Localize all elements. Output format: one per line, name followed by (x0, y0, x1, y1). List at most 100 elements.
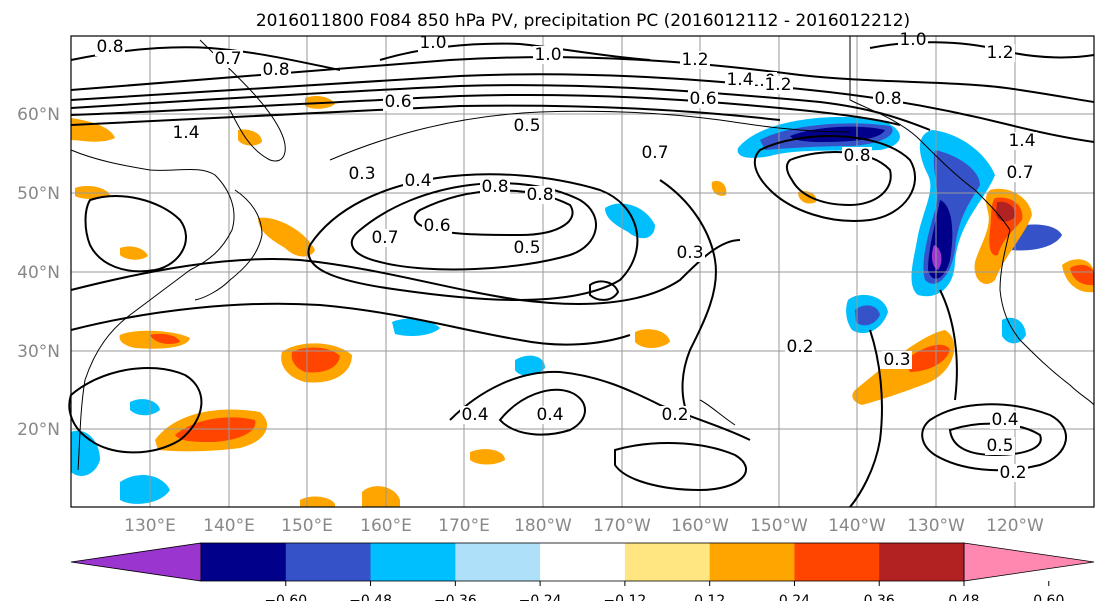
contour-label-bg (512, 117, 542, 135)
contour-east-3 (849, 329, 883, 508)
contour-label-bg (535, 406, 565, 424)
lat-label: 50°N (17, 184, 60, 204)
shade-inland-darkred (996, 201, 1015, 222)
contour-small-1 (589, 280, 620, 301)
contour-label: 0.2 (999, 463, 1026, 483)
contour-label-layer: 0.80.70.81.01.0 1.21.01.21.01.4 1.21.40.60… (95, 30, 1037, 483)
contour-label: 1.4 (726, 70, 753, 90)
colorbar-bin (455, 543, 541, 581)
colorbar-tick-label: −0.60 (264, 593, 307, 601)
contour-label-bg (213, 50, 243, 68)
lon-label: 130°W (907, 516, 965, 536)
shade-subtropic-red (905, 344, 950, 372)
colorbar-bin (540, 543, 626, 581)
contour-label-bg (640, 144, 670, 162)
contour-label: 1.0 (534, 45, 561, 65)
colorbar-bin (709, 543, 795, 581)
colorbar-bin (285, 543, 372, 581)
lon-label: 120°W (986, 516, 1044, 536)
contour-label: 0.8 (481, 177, 508, 197)
shade-west-blue (392, 318, 440, 336)
contour-label-bg (347, 165, 377, 183)
contour-label-bg (403, 172, 433, 190)
contour-label-bg (985, 44, 1015, 62)
contour-label: 0.5 (513, 116, 540, 136)
shade-aleut-orange (711, 180, 727, 196)
contour-label: 0.8 (262, 60, 289, 80)
lat-label: 60°N (17, 105, 60, 125)
shade-baja-blue (1002, 317, 1026, 344)
colorbar-extend-low (70, 542, 202, 582)
contour-east-1 (921, 403, 1067, 472)
coast-northamerica (999, 229, 1095, 406)
lon-label: 180°W (514, 516, 572, 536)
contour-label-bg (660, 406, 690, 424)
contour-label-bg (1005, 164, 1035, 182)
contour-label: 1.0 (419, 33, 446, 53)
contour-label: 0.3 (676, 243, 703, 263)
map-panel: 0.80.70.81.01.0 1.21.01.21.01.4 1.21.40.60… (68, 30, 1095, 508)
lat-label: 20°N (17, 420, 60, 440)
contour-label: 0.7 (1006, 163, 1033, 183)
contour-label-bg (422, 217, 452, 235)
contour-label: 0.6 (384, 92, 411, 112)
contour-label-bg (460, 406, 490, 424)
contour-label-bg (418, 34, 448, 52)
contour-label: 0.6 (423, 216, 450, 236)
contour-label-bg (725, 71, 755, 89)
contour-label: 0.8 (843, 146, 870, 166)
contour-jet-2 (70, 73, 1095, 143)
contour-label-bg (525, 186, 555, 204)
contour-label: 1.4 (172, 123, 199, 143)
lon-label: 130°E (124, 516, 176, 536)
colorbar-tick-label: 0.24 (779, 593, 810, 601)
shade-gulf-orange (798, 191, 817, 204)
contour-label-bg (763, 76, 793, 94)
contour-mid-3 (449, 370, 751, 441)
contour-label: 1.4 (1008, 131, 1035, 151)
contour-label: 1.2 (681, 50, 708, 70)
colorbar-frame (200, 542, 965, 582)
colorbar-tick-label: 0.12 (694, 593, 725, 601)
colorbar-tick-label: 0.60 (1033, 593, 1064, 601)
map-frame (70, 35, 1095, 508)
contour-label-bg (383, 93, 413, 111)
contour-label-bg (998, 464, 1028, 482)
contour-label: 1.2 (764, 75, 791, 95)
contour-label: 0.2 (661, 405, 688, 425)
contour-label-bg (480, 178, 510, 196)
colorbar-bin (370, 543, 456, 581)
contour-mid-4 (498, 388, 586, 436)
coast-asia (70, 149, 235, 471)
contour-east-4 (939, 289, 958, 401)
colorbar-tick-label: −0.48 (349, 593, 392, 601)
map-title: 2016011800 F084 850 hPa PV, precipitatio… (256, 11, 910, 31)
contour-label-bg (985, 437, 1015, 455)
latitude-axis: 60°N 50°N 40°N 30°N 20°N (17, 105, 60, 440)
colorbar-bin (201, 543, 287, 581)
colorbar: −0.60 −0.48 −0.36 −0.24 −0.12 0.12 0.24 0.36 0.4… (70, 542, 1095, 601)
contour-label-bg (785, 338, 815, 356)
colorbar-tick-label: 0.36 (864, 593, 895, 601)
contour-gyre (753, 135, 916, 222)
contour-label: 0.4 (536, 405, 563, 425)
colorbar-tick-label: 0.48 (948, 593, 979, 601)
contour-china-1 (84, 195, 187, 273)
lon-label: 150°E (281, 516, 333, 536)
lat-label: 40°N (17, 263, 60, 283)
shade-okhotsk-orange (75, 186, 110, 199)
contour-label: 0.8 (526, 185, 553, 205)
shade-central-red (291, 347, 340, 373)
shade-hawaii-red (175, 417, 256, 442)
contour-jet-3 (70, 84, 931, 131)
shade-tropic-blue2 (130, 399, 160, 416)
lon-label: 140°E (203, 516, 255, 536)
shade-westpac-red (150, 333, 180, 344)
contour-label: 0.5 (986, 436, 1013, 456)
contour-jet-5 (70, 104, 781, 126)
shade-hawaii-blue (515, 355, 545, 376)
shade-mid-orange (635, 329, 670, 348)
contour-sub-1 (68, 366, 203, 454)
coast-hawaii (699, 399, 736, 426)
